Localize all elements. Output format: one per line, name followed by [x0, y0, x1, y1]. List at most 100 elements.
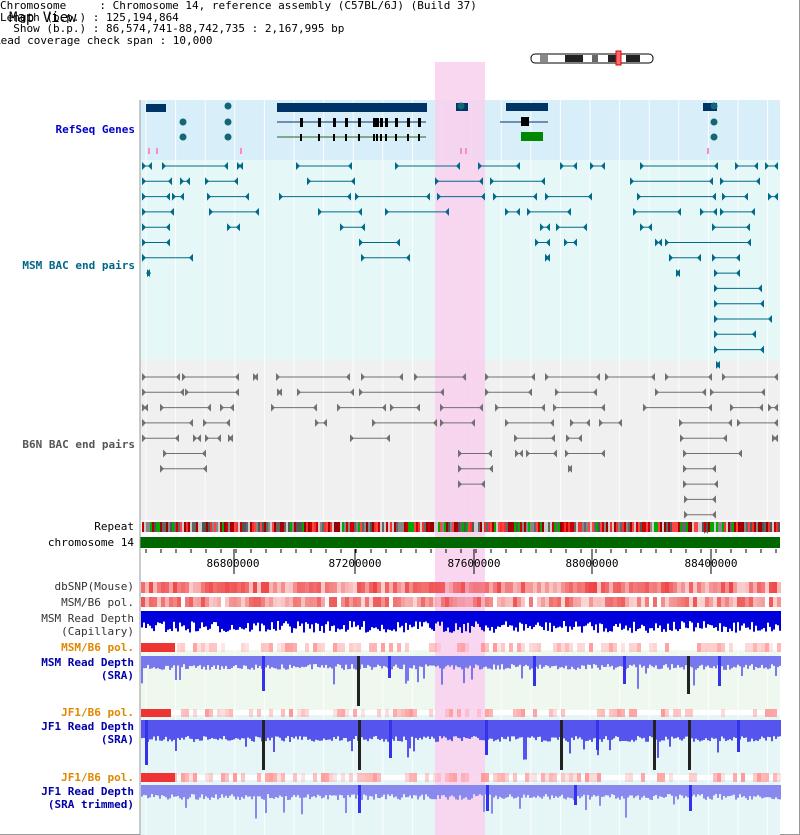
- msm-cap-depth-bar: [615, 611, 617, 625]
- jf1-trim-depth-bar: [749, 785, 751, 797]
- repeat-element: [654, 522, 656, 532]
- jf1-b6-pol-cell: [397, 709, 401, 717]
- msm-sra-depth-bar: [405, 656, 407, 684]
- chromosome-bar[interactable]: [140, 537, 780, 548]
- repeat-element: [766, 522, 768, 532]
- jf1-trim-depth-bar: [705, 785, 707, 800]
- jf1-b6-pol-cell: [377, 709, 381, 717]
- msm-cap-depth-bar: [509, 611, 511, 626]
- dbsnp-cell: [569, 582, 573, 593]
- repeat-element: [500, 522, 502, 532]
- b6n-bac-track[interactable]: [142, 373, 778, 534]
- repeat-element: [638, 522, 640, 532]
- msm-b6-pol-cell: [321, 597, 325, 607]
- msm-bac-end: [224, 162, 228, 170]
- jf1-sra-depth-bar: [767, 720, 769, 737]
- b6n-bac-end: [315, 418, 319, 427]
- repeat-track[interactable]: [142, 522, 780, 532]
- b6n-bac-end: [565, 449, 569, 458]
- repeat-element: [732, 522, 734, 532]
- msm-cap-depth-bar: [745, 611, 747, 628]
- jf1-b6-pol-cell: [305, 709, 309, 717]
- jf1-trim-depth-bar: [627, 785, 629, 798]
- msm-cap-depth-bar: [179, 611, 181, 623]
- jf1-trim-depth-bar: [377, 785, 379, 799]
- jf1-sra-depth-bar: [339, 720, 341, 741]
- msm-cap-depth-bar: [323, 611, 325, 633]
- jf1-sra-depth-bar: [659, 720, 661, 742]
- b6n-bac-end: [160, 403, 164, 412]
- msm-sra-depth-bar: [757, 656, 759, 669]
- repeat-element: [528, 522, 530, 532]
- jf1-trim-depth-bar: [405, 785, 407, 798]
- jf1-trim-depth-bar: [293, 785, 295, 795]
- msm-b6-pol2-cell: [557, 643, 561, 652]
- jf1-b6-pol-cell: [341, 709, 345, 717]
- jf1-b6-pol-cell: [689, 709, 693, 717]
- repeat-element: [644, 522, 646, 532]
- jf1-sra-depth-bar: [305, 720, 307, 737]
- jf1-sra-depth-bar: [647, 720, 649, 742]
- msm-bac-end: [768, 192, 772, 201]
- msm-cap-depth-bar: [385, 611, 387, 633]
- repeat-element: [670, 522, 672, 532]
- msm-b6-pol-cell: [501, 597, 505, 607]
- jf1-trim-depth-bar: [283, 785, 285, 813]
- msm-b6-pol-cell: [653, 597, 657, 607]
- dbsnp-cell: [525, 582, 529, 593]
- msm-b6-pol2-cell: [245, 643, 249, 652]
- repeat-element: [144, 522, 146, 532]
- dbsnp-cell: [421, 582, 425, 593]
- jf1-sra-depth-bar: [457, 720, 459, 738]
- msm-sra-depth-bar: [411, 656, 413, 669]
- msm-sra-depth-bar: [669, 656, 671, 670]
- jf1-sra-depth-bar: [525, 720, 527, 760]
- msm-b6-pol-cell: [157, 597, 161, 607]
- msm-bac-track[interactable]: [142, 162, 778, 369]
- msm-cap-depth-bar: [657, 611, 659, 629]
- msm-b6-pol-cell: [613, 597, 617, 607]
- msm-sra-depth-bar: [761, 656, 763, 665]
- repeat-element: [392, 522, 394, 532]
- repeat-element: [252, 522, 254, 532]
- repeat-element: [292, 522, 294, 532]
- msm-cap-depth-bar: [711, 611, 713, 626]
- msm-sra-depth-bar: [177, 656, 179, 666]
- jf1-sra-depth-bar: [383, 720, 385, 742]
- msm-cap-depth-bar: [447, 611, 449, 628]
- msm-cap-depth-bar: [305, 611, 307, 623]
- jf1-trim-depth-bar: [717, 785, 719, 798]
- msm-cap-depth-bar: [147, 611, 149, 624]
- repeat-element: [476, 522, 478, 532]
- jf1-sra-depth-bar: [533, 720, 535, 738]
- repeat-element: [384, 522, 386, 532]
- refseq-track[interactable]: [146, 102, 718, 155]
- jf1-trim-depth-bar: [467, 785, 469, 800]
- msm-b6-pol-cell: [381, 597, 385, 607]
- msm-sra-depth-bar: [315, 656, 317, 665]
- repeat-element: [634, 522, 636, 532]
- chromosome-ideogram[interactable]: [530, 50, 654, 66]
- msm-cap-depth-bar: [277, 611, 279, 622]
- density-tracks[interactable]: [141, 582, 781, 819]
- msm-b6-pol-cell: [545, 597, 549, 607]
- repeat-element: [684, 522, 686, 532]
- repeat-element: [288, 522, 290, 532]
- b6n-bac-end: [655, 388, 659, 397]
- jf1-sra-depth-bar: [419, 720, 421, 738]
- jf1-trim-depth-bar: [559, 785, 561, 797]
- highlight-region[interactable]: [435, 62, 485, 835]
- jf1-trim-depth-bar: [147, 785, 149, 799]
- jf1-trim-depth-bar: [217, 785, 219, 800]
- jf1-sra-depth-bar: [311, 720, 313, 741]
- b6n-bac-end: [142, 418, 146, 427]
- msm-cap-depth-bar: [513, 611, 515, 631]
- jf1-sra-depth-bar: [303, 720, 305, 737]
- msm-b6-pol-cell: [769, 597, 773, 607]
- repeat-element: [434, 522, 436, 532]
- msm-b6-pol2-cell: [333, 643, 337, 652]
- msm-b6-pol-cell: [513, 597, 517, 607]
- jf1-trim-depth-bar: [613, 785, 615, 796]
- jf1-b6-pol-cell: [229, 709, 233, 717]
